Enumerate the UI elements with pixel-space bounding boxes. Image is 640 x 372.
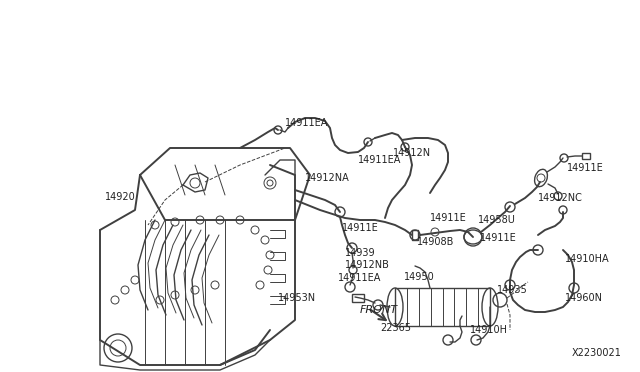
Text: 14960N: 14960N (565, 293, 603, 303)
Text: 14912NA: 14912NA (305, 173, 349, 183)
Text: 14910H: 14910H (470, 325, 508, 335)
Bar (352, 294, 364, 302)
Text: 14950: 14950 (404, 272, 435, 282)
Text: 14911E: 14911E (342, 223, 379, 233)
Text: FRONT: FRONT (360, 305, 398, 315)
Text: 14939: 14939 (345, 248, 376, 258)
Text: 14912NC: 14912NC (538, 193, 583, 203)
Text: 14911E: 14911E (567, 163, 604, 173)
Text: 14908B: 14908B (417, 237, 454, 247)
Text: 14910HA: 14910HA (565, 254, 610, 264)
Text: 14953N: 14953N (278, 293, 316, 303)
Text: 22365: 22365 (380, 323, 411, 333)
Text: 14911EA: 14911EA (358, 155, 401, 165)
Text: 14912NB: 14912NB (345, 260, 390, 270)
Bar (582, 153, 590, 159)
Text: 14911EA: 14911EA (338, 273, 381, 283)
Text: X2230021: X2230021 (572, 348, 622, 358)
Text: 14911E: 14911E (480, 233, 516, 243)
Text: 14935: 14935 (497, 285, 528, 295)
Text: 14912N: 14912N (393, 148, 431, 158)
Text: 14958U: 14958U (478, 215, 516, 225)
Bar (395, 288, 490, 326)
Text: 14920: 14920 (105, 192, 136, 202)
Text: 14911E: 14911E (430, 213, 467, 223)
Text: 14911EA: 14911EA (285, 118, 328, 128)
